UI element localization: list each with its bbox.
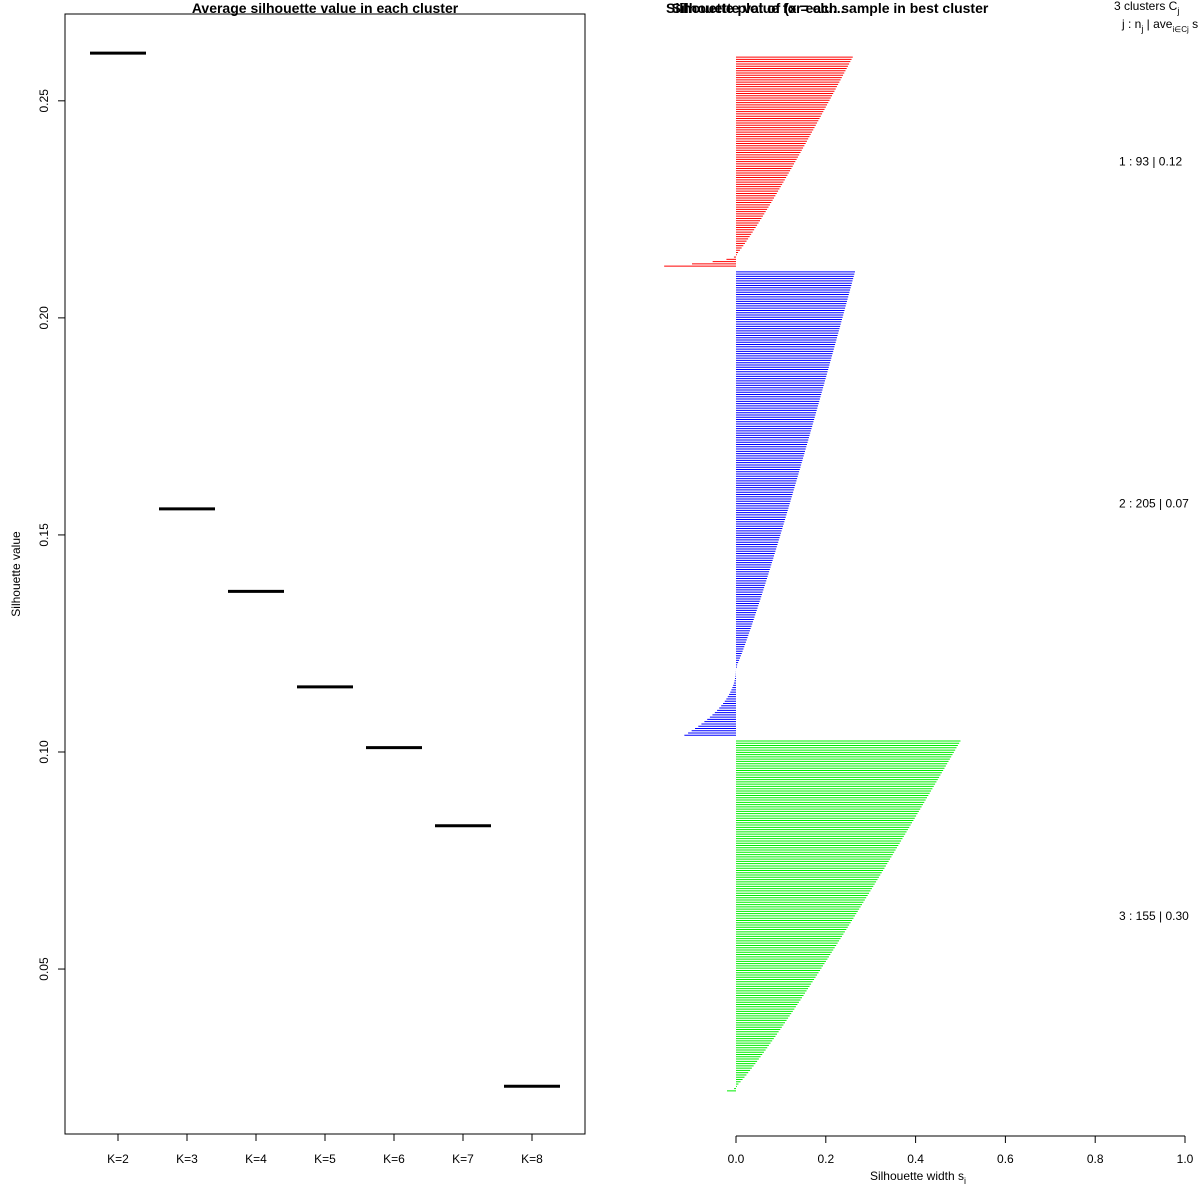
- right-x-tick-label: 0.6: [997, 1152, 1014, 1166]
- left-plot-frame: [64, 13, 586, 1135]
- right-chart-title: Silhouette value for each sample in best…: [672, 0, 989, 16]
- right-x-axis-label: Silhouette width si: [870, 1169, 966, 1186]
- left-x-tick-label: K=5: [314, 1152, 336, 1166]
- left-y-tick-label: 0.20: [37, 306, 51, 330]
- left-x-tick-label: K=2: [107, 1152, 129, 1166]
- left-panel: Average silhouette value in each cluster…: [9, 0, 586, 1166]
- cluster-summary-label: 2 : 205 | 0.07: [1119, 497, 1189, 511]
- left-y-tick-label: 0.10: [37, 740, 51, 764]
- left-x-tick-label: K=4: [245, 1152, 267, 1166]
- cluster-summary-label: 3 : 155 | 0.30: [1119, 909, 1189, 923]
- right-x-tick-label: 0.2: [817, 1152, 834, 1166]
- right-overlapping-title: Silhouette plot of (x = clu...: [666, 0, 845, 16]
- right-x-tick-label: 1.0: [1177, 1152, 1194, 1166]
- left-y-tick-label: 0.05: [37, 957, 51, 981]
- silhouette-bars: [664, 56, 961, 1092]
- right-panel: Silhouette plot of (x = clu... Silhouett…: [664, 0, 1198, 1186]
- left-x-axis: K=2 K=3 K=4 K=5 K=6 K=7 K=8: [107, 1134, 543, 1166]
- cluster-labels: 1 : 93 | 0.12 2 : 205 | 0.07 3 : 155 | 0.3…: [1119, 155, 1189, 923]
- legend-header-line1: 3 clusters Cj: [1114, 0, 1179, 16]
- left-x-tick-label: K=7: [452, 1152, 474, 1166]
- right-x-tick-label: 0.8: [1087, 1152, 1104, 1166]
- legend-header: 3 clusters Cj j : nj | avei∈Cj s: [1114, 0, 1198, 34]
- right-x-axis: 0.0 0.2 0.4 0.6 0.8 1.0: [728, 1135, 1194, 1166]
- left-y-axis-label: Silhouette value: [9, 531, 23, 617]
- left-y-tick-label: 0.25: [37, 89, 51, 113]
- right-x-tick-label: 0.4: [907, 1152, 924, 1166]
- legend-header-line2: j : nj | avei∈Cj s: [1121, 17, 1198, 34]
- left-x-tick-label: K=8: [521, 1152, 543, 1166]
- cluster-summary-label: 1 : 93 | 0.12: [1119, 155, 1182, 169]
- left-x-tick-label: K=3: [176, 1152, 198, 1166]
- right-x-tick-label: 0.0: [728, 1152, 745, 1166]
- left-chart-title: Average silhouette value in each cluster: [192, 0, 459, 16]
- left-y-tick-label: 0.15: [37, 523, 51, 547]
- left-y-axis: 0.05 0.10 0.15 0.20 0.25: [37, 89, 65, 981]
- left-segments: [90, 51, 560, 1088]
- left-x-tick-label: K=6: [383, 1152, 405, 1166]
